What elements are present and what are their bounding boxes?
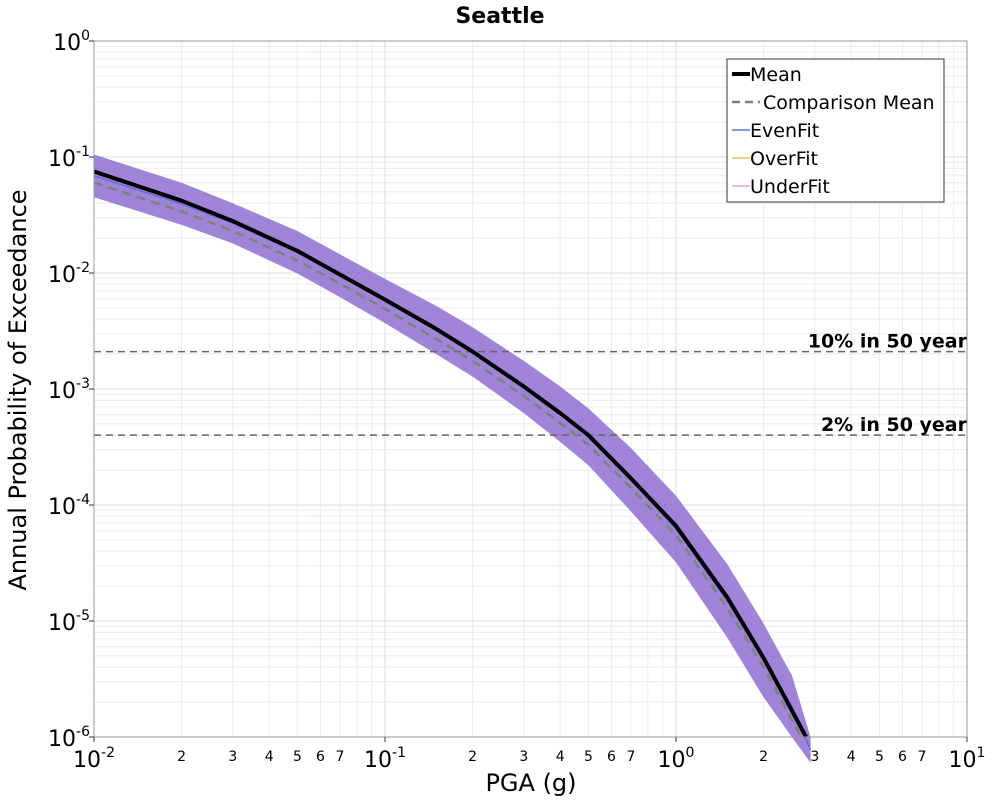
y-major-tick-label: 10-1 xyxy=(48,144,90,172)
legend-label: EvenFit xyxy=(750,120,819,142)
x-major-tick-label: 10-1 xyxy=(364,745,406,773)
x-minor-tick-label: 2 xyxy=(759,749,768,765)
x-major-tick-label: 100 xyxy=(658,745,695,773)
comparison-mean-series-line xyxy=(93,181,803,738)
legend-label: OverFit xyxy=(750,148,818,170)
y-major-tick-label: 10-2 xyxy=(48,260,90,288)
x-minor-tick-label: 7 xyxy=(626,749,635,765)
mean-series-line xyxy=(93,169,808,738)
y-axis-label: Annual Probability of Exceedance xyxy=(4,189,32,590)
x-minor-tick-label: 5 xyxy=(293,749,302,765)
reference-label: 10% in 50 year xyxy=(808,331,968,353)
chart-title: Seattle xyxy=(455,4,544,29)
fit-uncertainty-band xyxy=(93,154,812,763)
reference-lines: 10% in 50 year 2% in 50 year xyxy=(94,331,968,436)
x-minor-tick-label: 3 xyxy=(228,749,237,765)
x-minor-tick-label: 6 xyxy=(898,749,907,765)
y-major-tick-label: 10-6 xyxy=(48,724,90,752)
legend-label: UnderFit xyxy=(750,176,830,198)
y-axis-ticks: 100 10-1 10-2 10-3 10-4 10-5 10-6 xyxy=(48,28,94,752)
y-major-tick-label: 10-3 xyxy=(48,376,90,404)
x-minor-tick-label: 3 xyxy=(810,749,819,765)
fit-band-area xyxy=(94,154,811,763)
x-minor-tick-label: 6 xyxy=(316,749,325,765)
series-lines xyxy=(93,169,808,738)
x-minor-tick-label: 4 xyxy=(556,749,565,765)
x-minor-tick-label: 6 xyxy=(607,749,616,765)
legend-box xyxy=(726,58,945,203)
x-major-tick-label: 101 xyxy=(949,745,986,773)
x-minor-tick-label: 3 xyxy=(519,749,528,765)
x-minor-tick-label: 4 xyxy=(265,749,274,765)
legend-label: Comparison Mean xyxy=(763,92,935,114)
x-minor-tick-label: 5 xyxy=(584,749,593,765)
x-minor-tick-label: 7 xyxy=(335,749,344,765)
x-minor-tick-label: 4 xyxy=(847,749,856,765)
legend: Mean Comparison Mean EvenFit OverFit UnderFi… xyxy=(726,58,945,203)
x-minor-tick-label: 2 xyxy=(468,749,477,765)
evenfit-curve xyxy=(93,175,812,751)
reference-label: 2% in 50 year xyxy=(821,414,968,436)
y-major-tick-label: 100 xyxy=(53,28,90,56)
x-axis-label: PGA (g) xyxy=(485,769,576,797)
x-major-tick-label: 10-2 xyxy=(73,745,115,773)
x-minor-tick-label: 2 xyxy=(177,749,186,765)
legend-label: Mean xyxy=(750,64,802,86)
y-major-tick-label: 10-4 xyxy=(48,492,90,520)
x-minor-tick-label: 5 xyxy=(875,749,884,765)
y-major-tick-label: 10-5 xyxy=(48,608,90,636)
x-minor-tick-label: 7 xyxy=(917,749,926,765)
